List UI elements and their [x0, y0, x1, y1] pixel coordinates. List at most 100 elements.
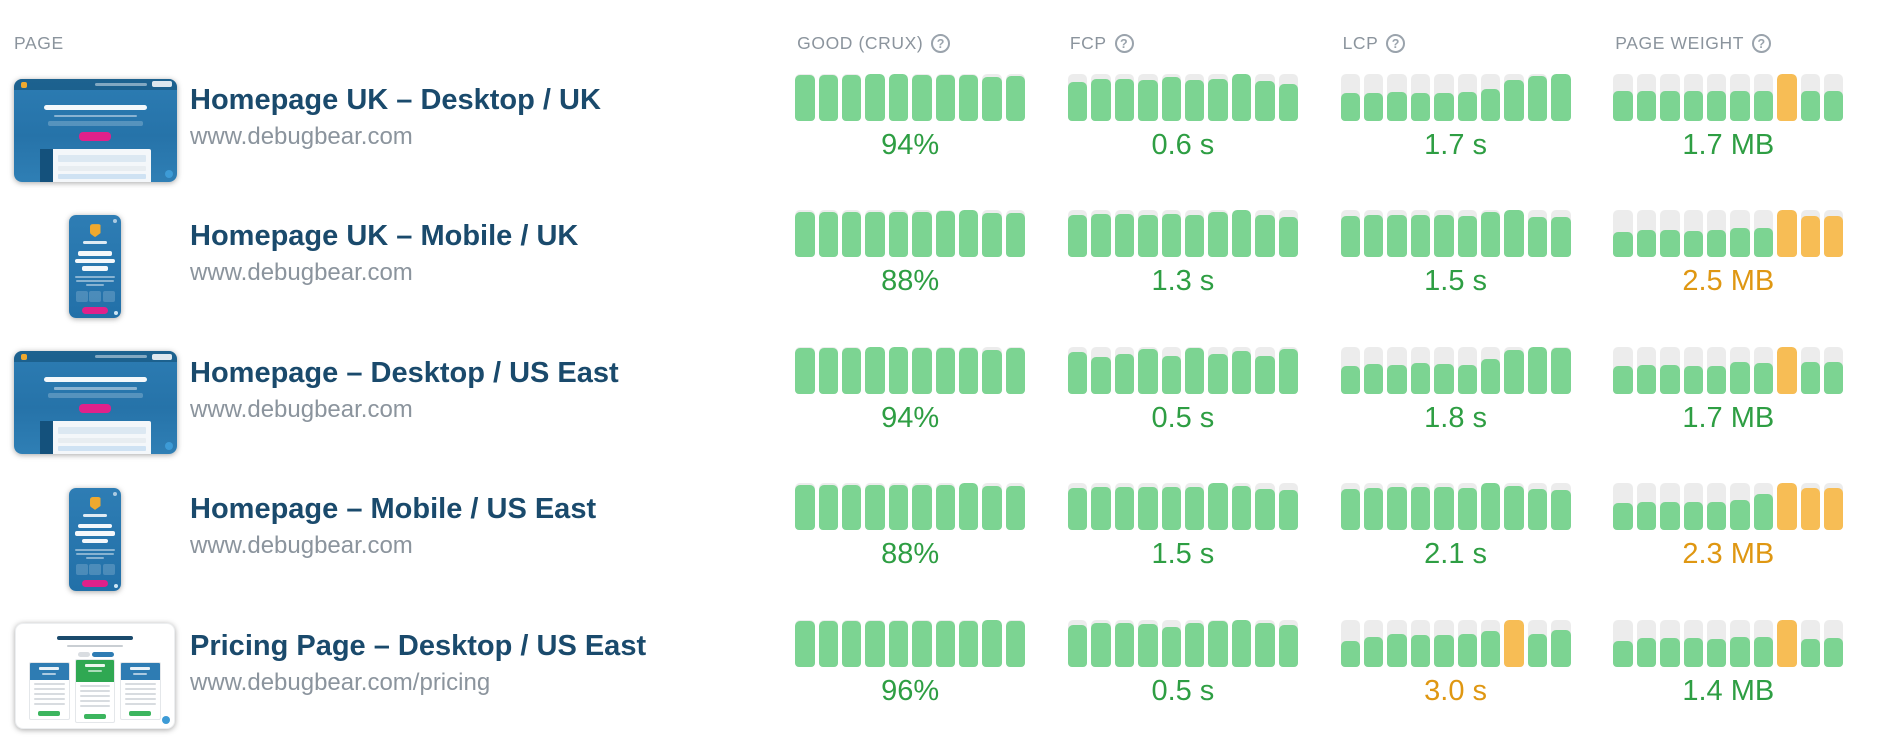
history-bar: [1551, 74, 1571, 121]
debugbear-shield-logo-icon: [89, 224, 101, 238]
history-bar: [1005, 346, 1026, 394]
history-bar: [1527, 346, 1548, 394]
metric-history-chart[interactable]: [795, 210, 1026, 258]
history-bar: [1387, 210, 1407, 258]
page-url: www.debugbear.com: [190, 123, 413, 150]
history-bar: [1823, 74, 1844, 121]
debugbear-shield-logo-icon: [20, 354, 27, 361]
history-bar: [1613, 619, 1633, 667]
history-bar: [935, 346, 956, 394]
metric-history-chart[interactable]: [1613, 74, 1844, 121]
history-bar: [1114, 74, 1135, 121]
history-bar: [935, 210, 956, 258]
history-bar: [1184, 483, 1205, 531]
metric-history-chart[interactable]: [1067, 483, 1298, 531]
column-header-page: PAGE: [14, 33, 64, 53]
metric-history-chart[interactable]: [1340, 346, 1571, 394]
history-bar: [1660, 483, 1680, 531]
history-bar: [1091, 483, 1111, 531]
page-thumbnail-desktop[interactable]: [13, 78, 177, 182]
page-thumbnail-mobile[interactable]: [69, 487, 121, 591]
metric-history-chart[interactable]: [1067, 346, 1298, 394]
chat-widget-icon: [164, 169, 173, 178]
metric-history-chart[interactable]: [1340, 619, 1571, 667]
history-bar: [1777, 346, 1797, 394]
history-bar: [1340, 483, 1360, 531]
history-bar: [1457, 346, 1478, 394]
history-bar: [935, 483, 956, 531]
help-icon[interactable]: ?: [931, 34, 951, 53]
metric-history-chart[interactable]: [1067, 74, 1298, 121]
page-title-link[interactable]: Homepage – Mobile / US East: [190, 493, 597, 526]
page-thumbnail-mobile[interactable]: [69, 215, 121, 319]
history-bar: [959, 619, 979, 667]
page-title-link[interactable]: Homepage UK – Mobile / UK: [190, 220, 579, 253]
metric-cell-fcp: 1.3 s: [1067, 198, 1341, 334]
metric-history-chart[interactable]: [1340, 74, 1571, 121]
help-icon[interactable]: ?: [1114, 34, 1134, 53]
history-bar: [912, 74, 932, 121]
column-header-fcp: FCP ?: [1070, 33, 1134, 54]
history-bar: [1730, 210, 1750, 258]
metric-cell-good-crux: 94%: [795, 335, 1068, 471]
history-bar: [1800, 210, 1820, 258]
history-bar: [1613, 210, 1633, 258]
history-bar: [1613, 346, 1633, 394]
page-row: Homepage – Mobile / US East www.debugbea…: [0, 471, 1886, 607]
page-title-link[interactable]: Homepage – Desktop / US East: [190, 356, 619, 389]
pricing-card: [74, 658, 115, 723]
page-row: Homepage UK – Mobile / UK www.debugbear.…: [0, 198, 1886, 334]
metric-cell-page-weight: 1.4 MB: [1613, 608, 1886, 744]
metric-value: 0.5 s: [1151, 674, 1215, 707]
metric-value: 88%: [881, 265, 940, 298]
history-bar: [1278, 346, 1298, 394]
history-bar: [935, 74, 956, 121]
page-url: www.debugbear.com: [190, 259, 413, 287]
page-thumbnail-desktop[interactable]: [13, 351, 177, 455]
metric-history-chart[interactable]: [795, 74, 1026, 121]
table-header-row: PAGE GOOD (CRUX) ? FCP ? LCP ? PAGE WEIG…: [0, 0, 1886, 62]
page-title-link[interactable]: Pricing Page – Desktop / US East: [190, 629, 647, 662]
metric-value: 1.5 s: [1424, 265, 1488, 298]
metric-value: 1.7 MB: [1682, 129, 1775, 161]
history-bar: [1800, 74, 1820, 121]
metric-history-chart[interactable]: [1613, 210, 1844, 258]
metric-history-chart[interactable]: [795, 483, 1026, 531]
history-bar: [1683, 210, 1703, 258]
history-bar: [1636, 74, 1657, 121]
history-bar: [1231, 619, 1252, 667]
history-bar: [1363, 210, 1384, 258]
history-bar: [982, 210, 1002, 258]
metric-history-chart[interactable]: [1613, 483, 1844, 531]
history-bar: [1753, 619, 1774, 667]
metric-history-chart[interactable]: [795, 346, 1026, 394]
metric-cell-fcp: 0.5 s: [1067, 608, 1341, 744]
history-bar: [1660, 210, 1680, 258]
metric-history-chart[interactable]: [795, 619, 1026, 667]
metric-history-chart[interactable]: [1340, 210, 1571, 258]
metric-history-chart[interactable]: [1067, 619, 1298, 667]
history-bar: [1138, 483, 1158, 531]
history-bar: [1340, 346, 1360, 394]
history-bar: [818, 74, 838, 121]
metric-history-chart[interactable]: [1067, 210, 1298, 258]
history-bar: [1683, 346, 1703, 394]
metric-history-chart[interactable]: [1340, 483, 1571, 531]
help-icon[interactable]: ?: [1752, 34, 1772, 53]
history-bar: [1527, 619, 1548, 667]
history-bar: [841, 619, 862, 667]
page-thumbnail-pricing[interactable]: [15, 622, 175, 729]
history-bar: [865, 619, 885, 667]
page-title-link[interactable]: Homepage UK – Desktop / UK: [190, 84, 601, 116]
history-bar: [959, 346, 979, 394]
history-bar: [865, 346, 885, 394]
metric-history-chart[interactable]: [1613, 619, 1844, 667]
history-bar: [1457, 74, 1478, 121]
metric-history-chart[interactable]: [1613, 346, 1844, 394]
history-bar: [1410, 210, 1431, 258]
history-bar: [1823, 483, 1844, 531]
help-icon[interactable]: ?: [1386, 34, 1406, 53]
metric-cell-good-crux: 88%: [795, 471, 1068, 607]
history-bar: [1208, 346, 1228, 394]
page-url: www.debugbear.com: [190, 532, 413, 560]
